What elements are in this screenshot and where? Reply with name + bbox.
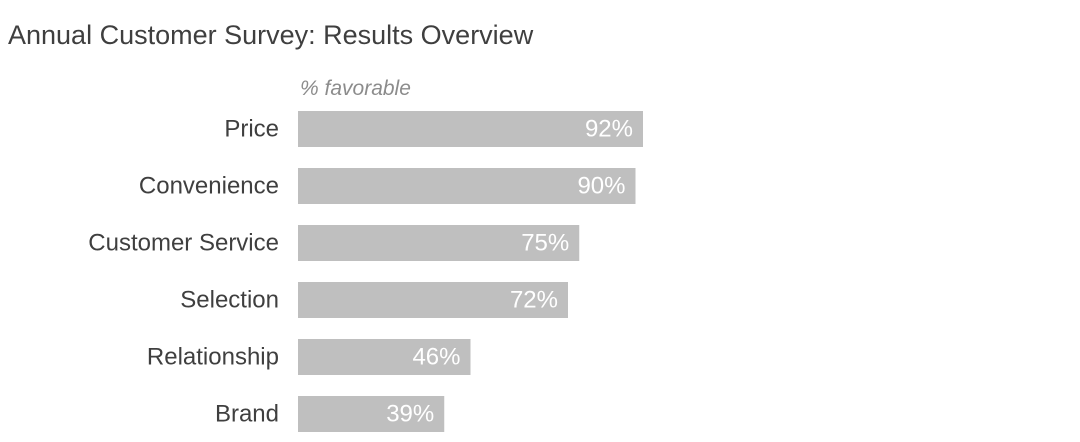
data-label-price: 92% <box>585 116 633 143</box>
chart-title: Annual Customer Survey: Results Overview <box>8 20 534 50</box>
data-label-customer-service: 75% <box>521 230 569 257</box>
bar-convenience <box>298 168 636 204</box>
bar-relationship <box>298 339 471 375</box>
bar-customer-service <box>298 225 580 261</box>
category-label-convenience: Convenience <box>139 173 279 200</box>
chart-subtitle: % favorable <box>300 77 411 100</box>
category-label-relationship: Relationship <box>147 344 279 371</box>
data-label-brand: 39% <box>386 401 434 428</box>
bar-price <box>298 111 643 147</box>
data-label-relationship: 46% <box>412 344 460 371</box>
data-label-selection: 72% <box>510 287 558 314</box>
category-label-selection: Selection <box>180 287 279 314</box>
category-label-price: Price <box>224 116 279 143</box>
bar-selection <box>298 282 568 318</box>
category-label-customer-service: Customer Service <box>88 230 279 257</box>
data-label-convenience: 90% <box>577 173 625 200</box>
category-label-brand: Brand <box>215 401 279 428</box>
bar-brand <box>298 396 445 432</box>
